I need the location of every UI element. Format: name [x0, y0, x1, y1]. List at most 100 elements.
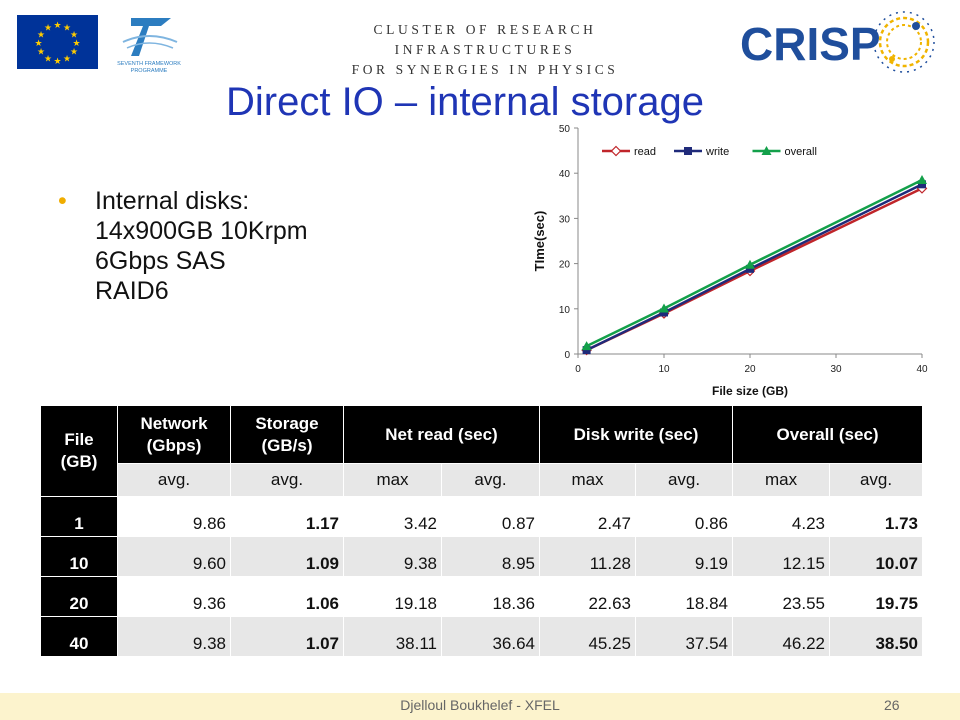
subheader-cell: avg.	[829, 463, 924, 497]
svg-text:★: ★	[53, 20, 61, 30]
table-cell: 0.86	[634, 496, 734, 537]
slide-title: Direct IO – internal storage	[226, 80, 704, 124]
table-cell: 8.95	[441, 536, 540, 577]
table-cell: 46.22	[732, 616, 831, 657]
subheader-cell: avg.	[230, 463, 344, 497]
fp7-line2: PROGRAMME	[131, 68, 168, 74]
row-file-size: 10	[40, 536, 118, 577]
cluster-line-2: FOR SYNERGIES IN PHYSICS	[351, 62, 619, 77]
bullet-line: 6Gbps SAS	[95, 247, 226, 275]
crisp-logo: CRISP	[740, 11, 935, 73]
table-cell: 18.36	[441, 576, 540, 617]
x-tick-label: 40	[916, 364, 928, 375]
svg-text:★: ★	[63, 54, 71, 64]
legend-label-overall: overall	[785, 146, 817, 158]
table-cell: 9.19	[634, 536, 734, 577]
table-cell: 10.07	[829, 536, 924, 577]
file-size-header: File (GB)	[40, 405, 118, 497]
table-cell: 12.15	[732, 536, 831, 577]
table-row: 10 9.60 1.09 9.38 8.95 11.28 9.19 12.15 …	[40, 536, 924, 577]
svg-text:★: ★	[72, 38, 80, 48]
table-cell: 3.42	[343, 496, 442, 537]
legend-label-write: write	[705, 146, 729, 158]
row-file-size: 1	[40, 496, 118, 537]
subheader-cell: max	[539, 463, 636, 497]
cluster-title: CLUSTER OF RESEARCH INFRASTRUCTURES FOR …	[285, 20, 685, 80]
svg-text:★: ★	[34, 38, 42, 48]
table-cell: 22.63	[539, 576, 636, 617]
crisp-logo-text: CRISP	[740, 18, 881, 70]
table-cell: 11.28	[539, 536, 636, 577]
y-tick-label: 20	[559, 260, 571, 271]
data-point-overall	[917, 174, 927, 184]
table-cell: 9.86	[117, 496, 231, 537]
table-subheader-row: avg. avg. max avg. max avg. max avg.	[41, 463, 924, 497]
page-number: 26	[884, 697, 900, 713]
table-cell: 1.09	[230, 536, 344, 577]
svg-text:★: ★	[70, 30, 78, 40]
bullet-text: Internal disks: 14x900GB 10Krpm 6Gbps SA…	[95, 186, 308, 306]
x-axis-label: File size (GB)	[712, 384, 788, 398]
legend-marker-write	[684, 147, 692, 155]
results-table: File (GB) Network (Gbps) Storage (GB/s) …	[40, 405, 924, 657]
y-axis-label: TIme(sec)	[532, 211, 547, 272]
table-cell: 23.55	[732, 576, 831, 617]
legend-marker-read	[610, 145, 622, 157]
table-cell: 1.73	[829, 496, 924, 537]
svg-text:★: ★	[37, 30, 45, 40]
table-cell: 18.84	[634, 576, 734, 617]
series-line-overall	[586, 178, 923, 348]
table-cell: 9.36	[117, 576, 231, 617]
series-line-write	[586, 183, 923, 352]
slide-header: ★ ★ ★ ★ ★ ★ ★ ★ ★ ★ ★ ★ SEVENTH FRAMEWOR…	[0, 0, 960, 78]
fp7-logo: SEVENTH FRAMEWORK PROGRAMME	[117, 18, 181, 74]
data-point-write	[918, 180, 926, 189]
svg-text:★: ★	[70, 47, 78, 57]
bullet-line: Internal disks:	[95, 187, 250, 215]
y-tick-label: 30	[559, 214, 571, 225]
row-file-size: 20	[40, 576, 118, 617]
table-cell: 38.11	[343, 616, 442, 657]
svg-text:★: ★	[53, 56, 61, 66]
table-cell: 19.18	[343, 576, 442, 617]
y-tick-label: 40	[559, 169, 571, 180]
svg-text:★: ★	[63, 23, 71, 33]
table-cell: 9.60	[117, 536, 231, 577]
group-header-storage: Storage (GB/s)	[230, 405, 344, 464]
group-header-net-read: Net read (sec)	[343, 405, 540, 464]
data-point-overall	[745, 259, 755, 269]
data-point-write	[746, 264, 754, 273]
legend-label-read: read	[634, 146, 656, 158]
subheader-cell: max	[343, 463, 442, 497]
table-cell: 1.17	[230, 496, 344, 537]
svg-text:★: ★	[44, 54, 52, 64]
svg-text:★: ★	[44, 23, 52, 33]
bullet-dot-icon: •	[58, 187, 67, 215]
table-cell: 4.23	[732, 496, 831, 537]
table-cell: 38.50	[829, 616, 924, 657]
svg-text:★: ★	[37, 47, 45, 57]
x-tick-label: 0	[575, 364, 581, 375]
footer-bar	[0, 693, 960, 720]
eu-flag-logo: ★ ★ ★ ★ ★ ★ ★ ★ ★ ★ ★ ★	[17, 15, 98, 69]
table-row: 40 9.38 1.07 38.11 36.64 45.25 37.54 46.…	[40, 616, 924, 657]
row-file-size: 40	[40, 616, 118, 657]
table-cell: 36.64	[441, 616, 540, 657]
y-tick-label: 10	[559, 305, 571, 316]
table-cell: 9.38	[343, 536, 442, 577]
subheader-cell: avg.	[117, 463, 231, 497]
data-point-overall	[659, 303, 669, 313]
y-tick-label: 0	[564, 350, 570, 361]
fp7-line1: SEVENTH FRAMEWORK	[117, 61, 181, 67]
footer-author: Djelloul Boukhelef - XFEL	[400, 697, 560, 713]
x-tick-label: 20	[744, 364, 756, 375]
table-row: 20 9.36 1.06 19.18 18.36 22.63 18.84 23.…	[40, 576, 924, 617]
subheader-cell: avg.	[634, 463, 734, 497]
table-cell: 45.25	[539, 616, 636, 657]
table-cell: 2.47	[539, 496, 636, 537]
time-vs-file-size-chart: 0 10 20 30 40 50 0 10 20 30 40 File size (GB) TIme(s…	[532, 124, 928, 398]
subheader-cell: avg.	[441, 463, 540, 497]
table-cell: 1.07	[230, 616, 344, 657]
table-cell: 9.38	[117, 616, 231, 657]
group-header-network: Network (Gbps)	[117, 405, 231, 464]
